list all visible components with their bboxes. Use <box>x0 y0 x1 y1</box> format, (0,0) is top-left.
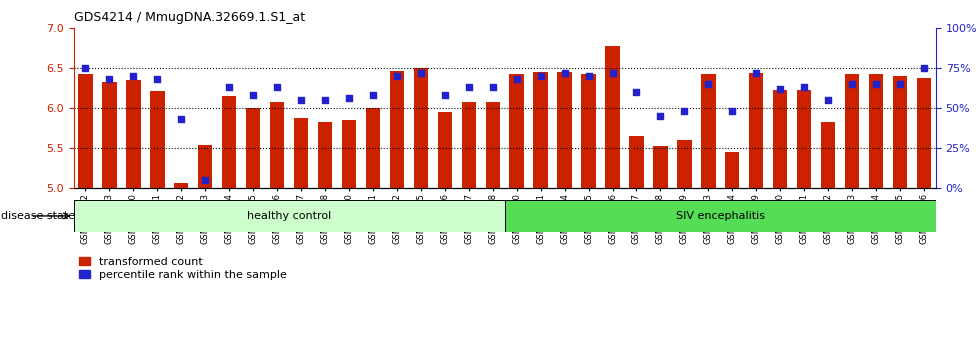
Bar <box>462 102 476 188</box>
Bar <box>749 73 763 188</box>
Point <box>485 85 501 90</box>
Bar <box>222 96 236 188</box>
Point <box>868 81 884 87</box>
Point <box>749 70 764 76</box>
Text: GDS4214 / MmugDNA.32669.1.S1_at: GDS4214 / MmugDNA.32669.1.S1_at <box>74 11 305 24</box>
Bar <box>270 102 284 188</box>
Bar <box>342 120 356 188</box>
Point <box>916 65 932 71</box>
Bar <box>606 46 619 188</box>
Bar <box>414 68 428 188</box>
Point <box>102 76 118 82</box>
Bar <box>174 183 188 188</box>
Point <box>389 73 405 79</box>
Bar <box>390 70 404 188</box>
Bar <box>102 82 117 188</box>
Point <box>245 92 261 98</box>
Point <box>820 97 836 103</box>
Bar <box>366 108 380 188</box>
Bar <box>126 80 140 188</box>
Bar <box>318 121 332 188</box>
Bar <box>629 136 644 188</box>
Point <box>125 73 141 79</box>
Point <box>461 85 476 90</box>
Bar <box>74 200 505 232</box>
Point <box>844 81 859 87</box>
Bar <box>821 122 835 188</box>
Bar <box>505 200 936 232</box>
Point <box>221 85 237 90</box>
Point <box>509 76 524 82</box>
Point <box>270 85 285 90</box>
Bar <box>294 118 309 188</box>
Point <box>676 108 692 114</box>
Point <box>701 81 716 87</box>
Bar <box>438 112 452 188</box>
Bar <box>916 78 931 188</box>
Point <box>341 96 357 101</box>
Point <box>581 73 597 79</box>
Bar <box>654 146 667 188</box>
Point <box>366 92 381 98</box>
Bar <box>677 140 692 188</box>
Point <box>437 92 453 98</box>
Bar <box>701 74 715 188</box>
Point <box>557 70 572 76</box>
Bar <box>246 108 261 188</box>
Point <box>653 113 668 119</box>
Bar <box>150 91 165 188</box>
Bar <box>725 152 740 188</box>
Bar <box>581 74 596 188</box>
Bar <box>845 74 859 188</box>
Bar <box>78 74 93 188</box>
Text: healthy control: healthy control <box>247 211 331 221</box>
Point <box>77 65 93 71</box>
Point <box>197 177 213 183</box>
Point <box>318 97 333 103</box>
Bar <box>869 74 883 188</box>
Point <box>173 116 189 122</box>
Point <box>772 86 788 92</box>
Point <box>293 97 309 103</box>
Point <box>892 81 907 87</box>
Bar <box>797 91 811 188</box>
Point <box>533 73 549 79</box>
Bar <box>510 74 524 188</box>
Legend: transformed count, percentile rank within the sample: transformed count, percentile rank withi… <box>79 257 287 280</box>
Point <box>724 108 740 114</box>
Point <box>413 70 428 76</box>
Point <box>150 76 166 82</box>
Bar <box>533 72 548 188</box>
Bar <box>773 91 787 188</box>
Bar <box>485 102 500 188</box>
Bar <box>198 145 213 188</box>
Text: SIV encephalitis: SIV encephalitis <box>676 211 764 221</box>
Point <box>628 89 644 95</box>
Bar <box>558 72 571 188</box>
Text: disease state: disease state <box>1 211 75 221</box>
Point <box>605 70 620 76</box>
Bar <box>893 76 907 188</box>
Point <box>797 85 812 90</box>
